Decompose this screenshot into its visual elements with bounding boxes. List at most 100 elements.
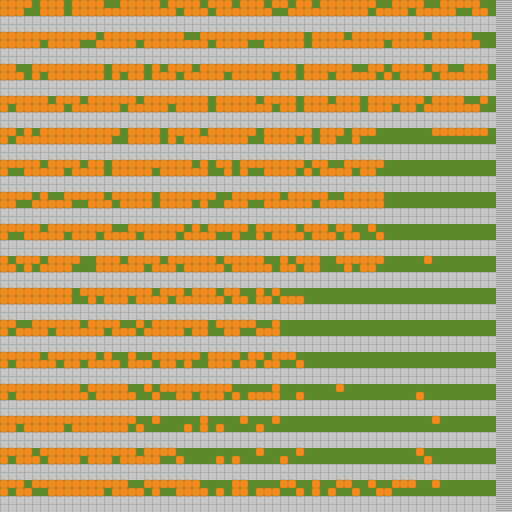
- tile: [199, 263, 209, 273]
- tile: [47, 391, 57, 401]
- tile: [231, 255, 241, 265]
- tile: [111, 415, 121, 425]
- tile: [311, 95, 321, 105]
- tile: [55, 383, 65, 393]
- tile: [175, 63, 185, 73]
- tile: [23, 127, 33, 137]
- grass-row: [0, 288, 496, 296]
- tile: [191, 167, 201, 177]
- tile: [7, 159, 17, 169]
- tile: [263, 327, 273, 337]
- tile: [191, 287, 201, 297]
- tile: [63, 351, 73, 361]
- tile: [351, 7, 361, 17]
- tile: [207, 383, 217, 393]
- tile: [407, 71, 417, 81]
- tile: [95, 103, 105, 113]
- tile: [0, 231, 9, 241]
- tile: [47, 295, 57, 305]
- tile: [95, 191, 105, 201]
- tile: [175, 103, 185, 113]
- tile: [255, 7, 265, 17]
- tile: [399, 95, 409, 105]
- tile: [215, 95, 225, 105]
- tile: [303, 191, 313, 201]
- tile: [79, 351, 89, 361]
- tile: [0, 127, 9, 137]
- tile: [39, 447, 49, 457]
- tile: [111, 159, 121, 169]
- tile: [223, 39, 233, 49]
- tile: [327, 167, 337, 177]
- tile: [223, 351, 233, 361]
- tile: [0, 0, 9, 9]
- tile: [159, 287, 169, 297]
- tile: [151, 391, 161, 401]
- tile: [455, 31, 465, 41]
- tile: [247, 103, 257, 113]
- tile: [303, 0, 313, 9]
- tile: [279, 223, 289, 233]
- tile: [255, 287, 265, 297]
- tile: [327, 0, 337, 9]
- tile: [175, 191, 185, 201]
- tile: [127, 63, 137, 73]
- tile: [263, 7, 273, 17]
- tile: [239, 359, 249, 369]
- tile: [271, 327, 281, 337]
- tile: [263, 487, 273, 497]
- tile: [271, 231, 281, 241]
- tile: [119, 295, 129, 305]
- tile: [183, 0, 193, 9]
- tile: [183, 231, 193, 241]
- tile: [407, 31, 417, 41]
- tile: [335, 383, 345, 393]
- tile: [111, 95, 121, 105]
- tile: [199, 191, 209, 201]
- tile: [0, 199, 9, 209]
- tile: [111, 295, 121, 305]
- tile: [231, 71, 241, 81]
- tile: [151, 39, 161, 49]
- tile: [103, 263, 113, 273]
- tile: [391, 63, 401, 73]
- tile: [351, 0, 361, 9]
- tile: [359, 191, 369, 201]
- tile: [239, 223, 249, 233]
- tile: [271, 167, 281, 177]
- tile: [391, 39, 401, 49]
- grass-row: [0, 424, 496, 432]
- tile: [31, 255, 41, 265]
- tile: [55, 71, 65, 81]
- tile: [47, 7, 57, 17]
- tile: [23, 255, 33, 265]
- tile: [143, 287, 153, 297]
- tile: [231, 135, 241, 145]
- tile: [215, 103, 225, 113]
- tile: [479, 71, 489, 81]
- tile: [55, 167, 65, 177]
- tile: [31, 359, 41, 369]
- tile: [183, 135, 193, 145]
- tile: [207, 255, 217, 265]
- tile: [399, 71, 409, 81]
- tile: [439, 0, 449, 9]
- tile: [39, 7, 49, 17]
- tile: [0, 287, 9, 297]
- tile: [55, 295, 65, 305]
- tile: [55, 455, 65, 465]
- tile: [407, 95, 417, 105]
- tile: [111, 383, 121, 393]
- tile: [95, 63, 105, 73]
- tile: [199, 391, 209, 401]
- tile: [423, 455, 433, 465]
- tile: [159, 71, 169, 81]
- tile: [151, 231, 161, 241]
- tile: [287, 199, 297, 209]
- tile: [87, 447, 97, 457]
- tile: [303, 263, 313, 273]
- tile: [15, 287, 25, 297]
- tile: [479, 7, 489, 17]
- tile: [95, 391, 105, 401]
- tile: [279, 167, 289, 177]
